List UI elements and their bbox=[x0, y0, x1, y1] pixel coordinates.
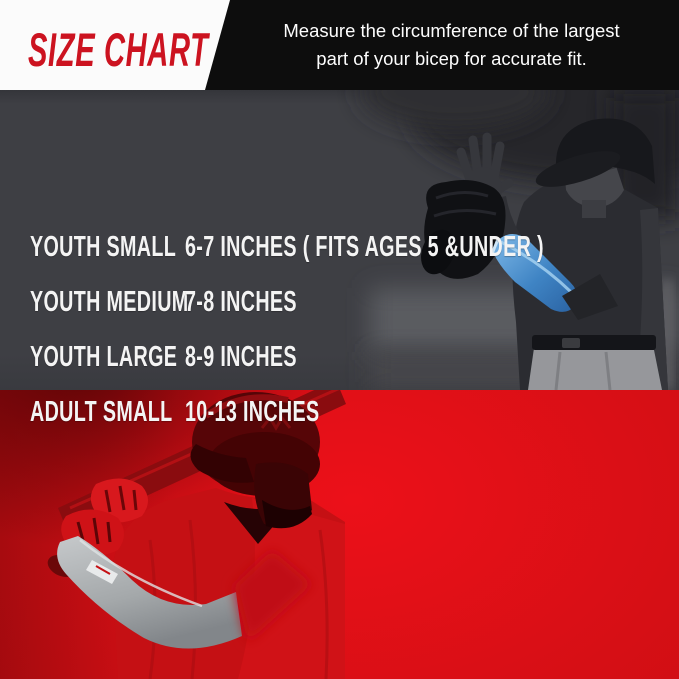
size-value: 10-13 INCHES bbox=[185, 396, 320, 428]
adult-section: ADULT MEDIUM 13-15 INCHES ADULT LARGE 15… bbox=[0, 390, 679, 679]
youth-size-table: YOUTH SMALL 6-7 INCHES ( FITS AGES 5 &UN… bbox=[30, 231, 679, 428]
size-value: 7-8 INCHES bbox=[185, 286, 297, 318]
size-label: ADULT SMALL bbox=[30, 396, 173, 428]
size-label: YOUTH SMALL bbox=[30, 231, 177, 263]
adult-batter-photo bbox=[47, 390, 346, 679]
header-dark-panel bbox=[205, 0, 679, 90]
youth-player-photo bbox=[360, 90, 679, 390]
size-label: YOUTH LARGE bbox=[30, 341, 178, 373]
measure-instruction-line1: Measure the circumference of the largest bbox=[283, 20, 620, 41]
header: SIZE CHART Measure the circumference of … bbox=[0, 0, 679, 90]
measure-instruction: Measure the circumference of the largest… bbox=[232, 0, 679, 90]
size-value: 8-9 INCHES bbox=[185, 341, 297, 373]
size-value: 6-7 INCHES ( FITS AGES 5 &UNDER ) bbox=[185, 231, 544, 263]
youth-section: YOUTH SMALL 6-7 INCHES ( FITS AGES 5 &UN… bbox=[0, 90, 679, 427]
page-title: SIZE CHART bbox=[28, 23, 209, 76]
measure-instruction-line2: part of your bicep for accurate fit. bbox=[316, 48, 587, 69]
size-label: YOUTH MEDIUM bbox=[30, 286, 189, 318]
